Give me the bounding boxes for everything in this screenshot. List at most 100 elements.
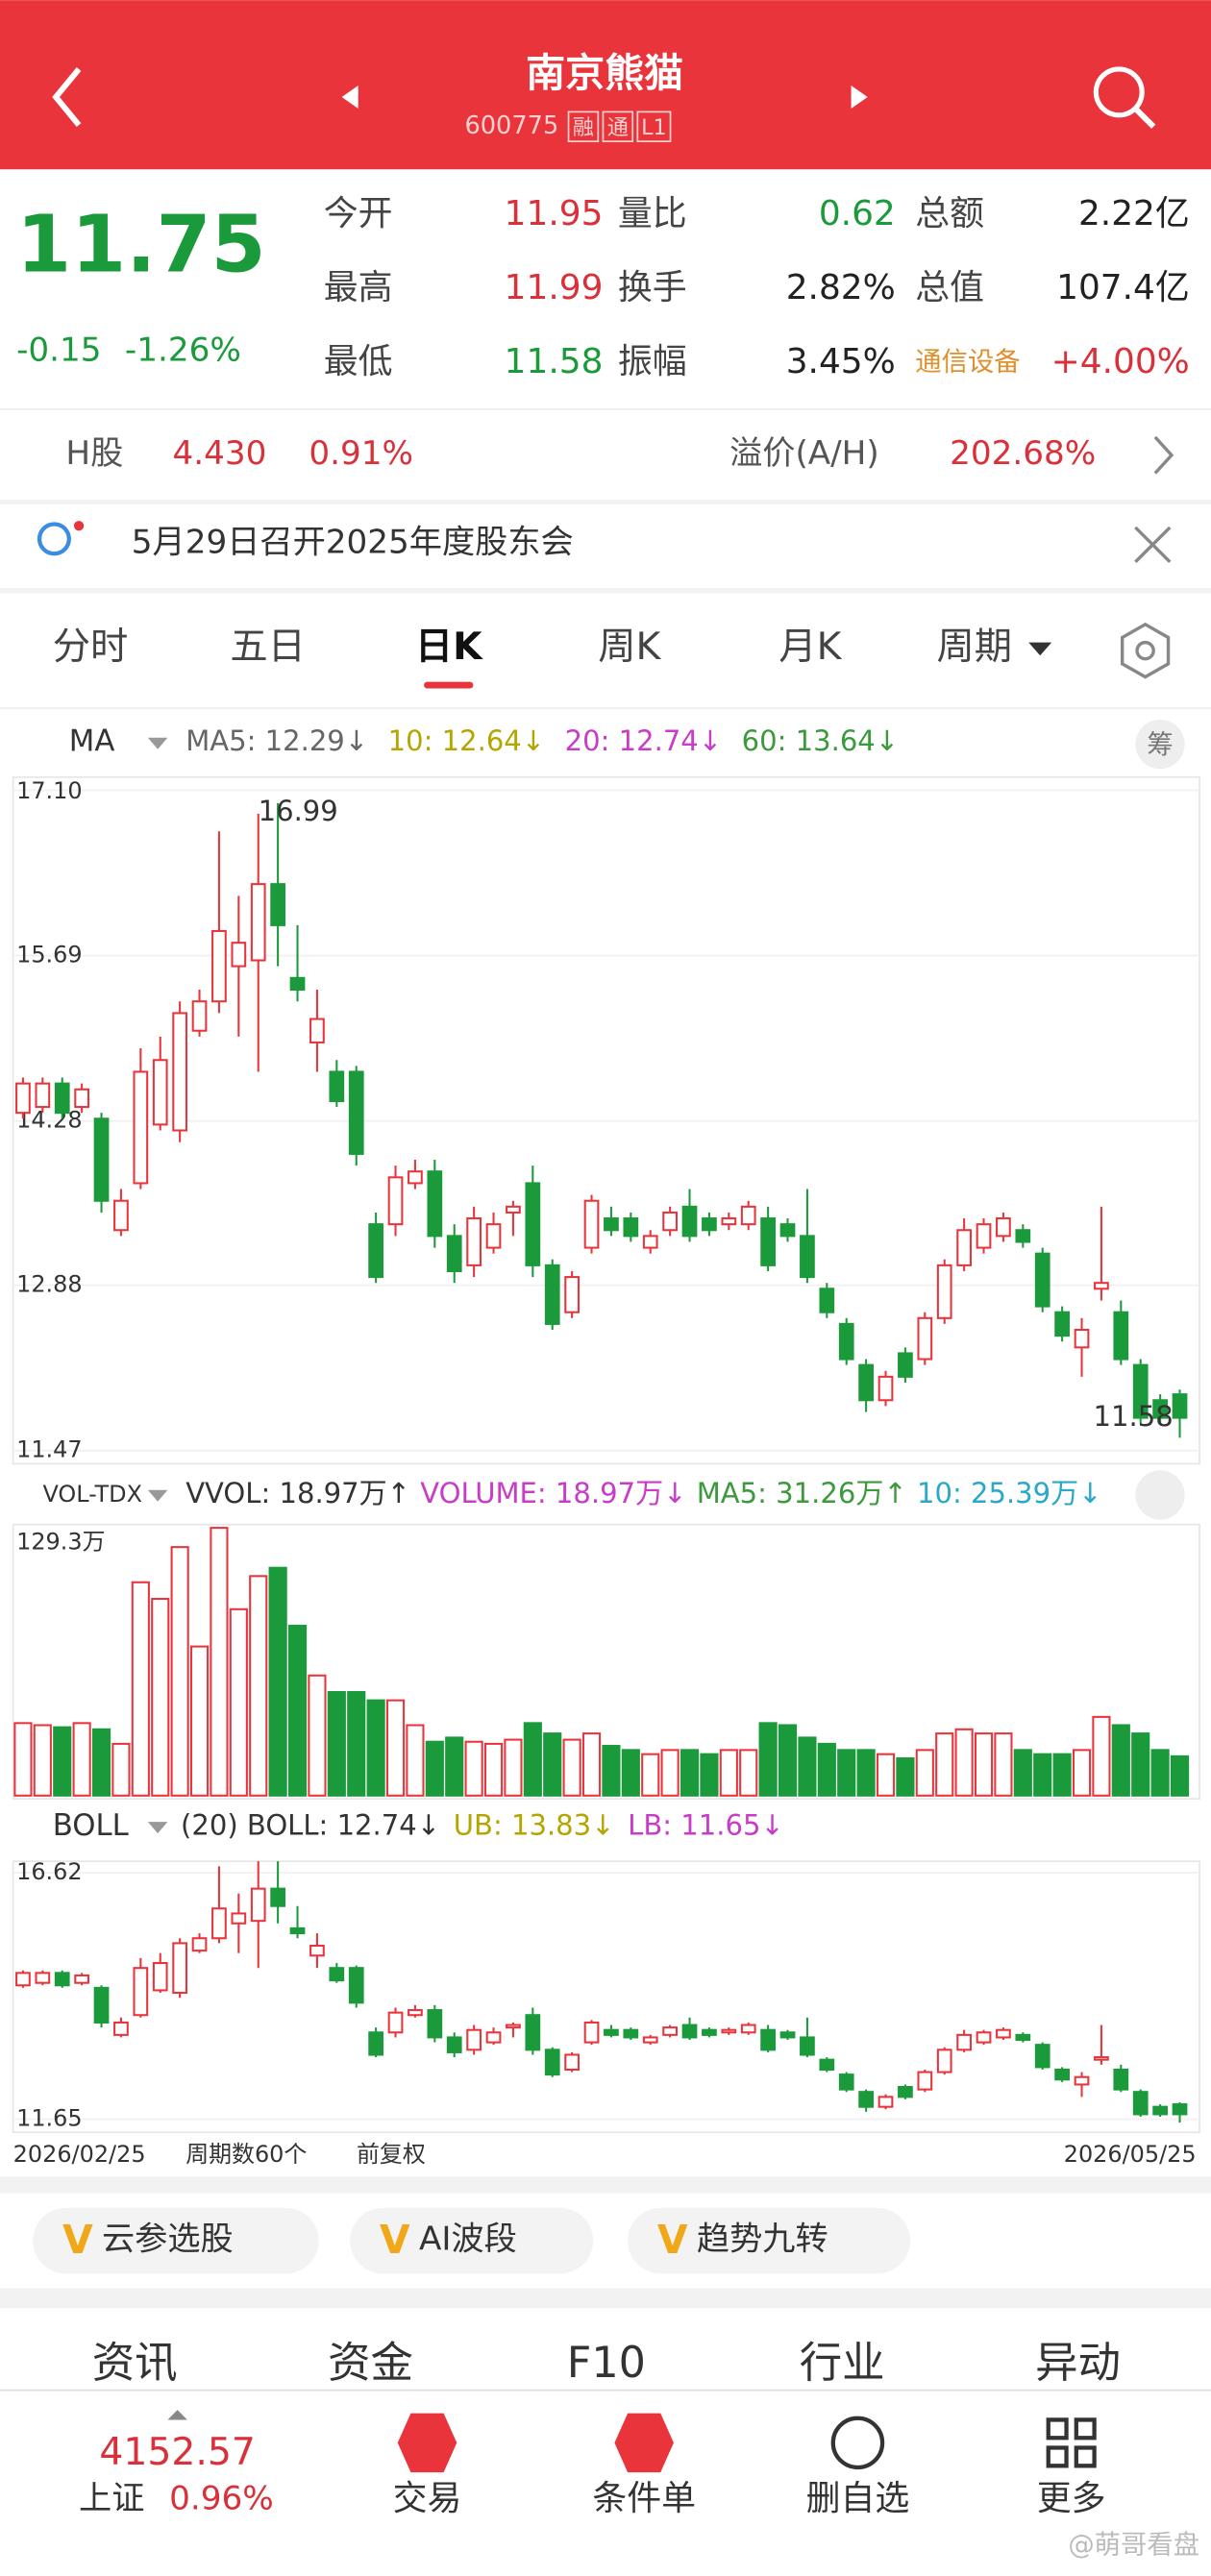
candle-body	[113, 2021, 129, 2036]
volume-bar	[425, 1740, 444, 1797]
volume-bar	[837, 1749, 856, 1797]
chip[interactable]	[33, 2207, 319, 2274]
candle-body	[917, 1316, 933, 1361]
candle-body	[681, 1205, 698, 1238]
volume-bar	[445, 1736, 464, 1797]
action-label[interactable]: 条件单	[592, 2479, 696, 2518]
action-icon[interactable]	[614, 2413, 674, 2473]
y-tick-label: 129.3万	[16, 1528, 105, 1555]
candle-body	[1152, 2105, 1168, 2116]
candle-body	[642, 2036, 658, 2044]
prev-stock[interactable]	[341, 86, 358, 109]
period-tab[interactable]: 五日	[230, 626, 306, 669]
boll-candles	[15, 1861, 1188, 2123]
tag: L1	[641, 115, 667, 140]
volume-bar	[523, 1722, 542, 1797]
candle-body	[133, 1070, 149, 1185]
candle-body	[1015, 2033, 1031, 2042]
candle-body	[74, 1088, 89, 1109]
premium-label: 溢价(A/H)	[729, 434, 879, 473]
search-button[interactable]	[1093, 66, 1145, 118]
legend-item: VVOL: 18.97万↑	[185, 1477, 410, 1509]
close-notice[interactable]	[1134, 526, 1172, 564]
candle-body	[54, 1972, 70, 1987]
action-icon[interactable]	[1046, 2417, 1097, 2468]
candle-body	[113, 1199, 129, 1232]
candle-body	[466, 1217, 482, 1266]
period-tab[interactable]: 日K	[415, 626, 483, 669]
back-button[interactable]	[52, 67, 82, 127]
chip[interactable]	[628, 2207, 911, 2274]
chip-label: 云参选股	[102, 2220, 234, 2259]
sub-tab[interactable]: 异动	[1035, 2339, 1121, 2388]
candle-body	[191, 1937, 208, 1952]
change-pct: -1.26%	[125, 331, 241, 370]
candle-body	[760, 2028, 776, 2051]
period-tab[interactable]: 周期	[936, 626, 1012, 669]
legend-item: 20: 12.74↓	[565, 724, 722, 757]
chip-button[interactable]	[1135, 719, 1185, 770]
volume-bar	[406, 1724, 425, 1797]
volume-bar	[562, 1738, 581, 1797]
stats: 今开 11.95 最高 11.99 最低 11.58 量比 0.62 换手 2.82% 振幅 3.45…	[324, 194, 1190, 381]
sub-tab[interactable]: 资讯	[92, 2339, 178, 2388]
candle-body	[721, 2028, 737, 2034]
candle-body	[1074, 1328, 1090, 1349]
settings[interactable]	[1120, 622, 1171, 679]
notice[interactable]: 5月29日召开2025年度股东会	[132, 524, 574, 562]
sub-tab[interactable]: 行业	[800, 2339, 885, 2388]
dropdown	[1028, 642, 1052, 656]
expand-button[interactable]	[1135, 1470, 1185, 1520]
period-tab[interactable]: 分时	[53, 626, 129, 669]
candle-body	[583, 2021, 600, 2044]
legend-item: (20) BOLL: 12.74↓	[181, 1808, 440, 1841]
legend-item: 10: 25.39万↓	[917, 1477, 1102, 1509]
action-label[interactable]: 交易	[393, 2479, 462, 2518]
next-stock[interactable]	[851, 86, 868, 109]
sub-tab[interactable]: F10	[567, 2339, 646, 2388]
candle-body	[996, 2028, 1011, 2039]
stat-value: 11.58	[505, 342, 604, 381]
index-name: 上证	[79, 2480, 144, 2518]
action-label[interactable]: 删自选	[806, 2479, 910, 2518]
x-label: 2026/05/25	[1064, 2141, 1197, 2168]
period-tab[interactable]: 周K	[598, 626, 661, 669]
candle-body	[779, 1223, 796, 1238]
volume-bar	[72, 1722, 91, 1797]
candle-body	[936, 2049, 952, 2073]
action-icon[interactable]	[830, 2416, 885, 2470]
action-label[interactable]: 更多	[1037, 2479, 1106, 2518]
candle-body	[702, 2028, 717, 2036]
candle-body	[191, 1000, 208, 1032]
volume-bar	[347, 1690, 366, 1797]
index-value[interactable]: 4152.57	[99, 2431, 256, 2474]
candle-body	[427, 1170, 443, 1238]
candle-body	[583, 1199, 600, 1249]
volume-bar	[778, 1724, 798, 1797]
candle-body	[231, 1912, 247, 1925]
candle-body	[1054, 2068, 1070, 2081]
volume-bar	[739, 1749, 758, 1797]
action-icon[interactable]	[397, 2413, 457, 2473]
candle-body	[858, 1363, 874, 1402]
candle-body	[309, 1018, 325, 1043]
y-tick-label: 17.10	[16, 777, 82, 804]
tab-underline	[424, 681, 474, 689]
dropdown	[147, 1822, 168, 1834]
period-tab[interactable]: 月K	[778, 626, 842, 669]
stock-name: 南京熊猫	[526, 50, 683, 96]
divider	[0, 2176, 1211, 2194]
sub-tab[interactable]: 资金	[328, 2339, 413, 2388]
candles	[15, 802, 1188, 1438]
bottom-bar	[0, 2390, 1211, 2576]
chip[interactable]	[350, 2207, 594, 2274]
chevron[interactable]	[1153, 435, 1174, 475]
x-label: 周期数60个	[185, 2141, 307, 2168]
volume-bar	[131, 1581, 150, 1797]
h-label: H股	[65, 434, 123, 473]
legend-item: 60: 13.64↓	[742, 724, 899, 757]
candle-body	[623, 1217, 639, 1238]
candle-body	[446, 2036, 462, 2053]
chip-icon: V	[62, 2217, 93, 2263]
volume-bar	[915, 1749, 934, 1797]
